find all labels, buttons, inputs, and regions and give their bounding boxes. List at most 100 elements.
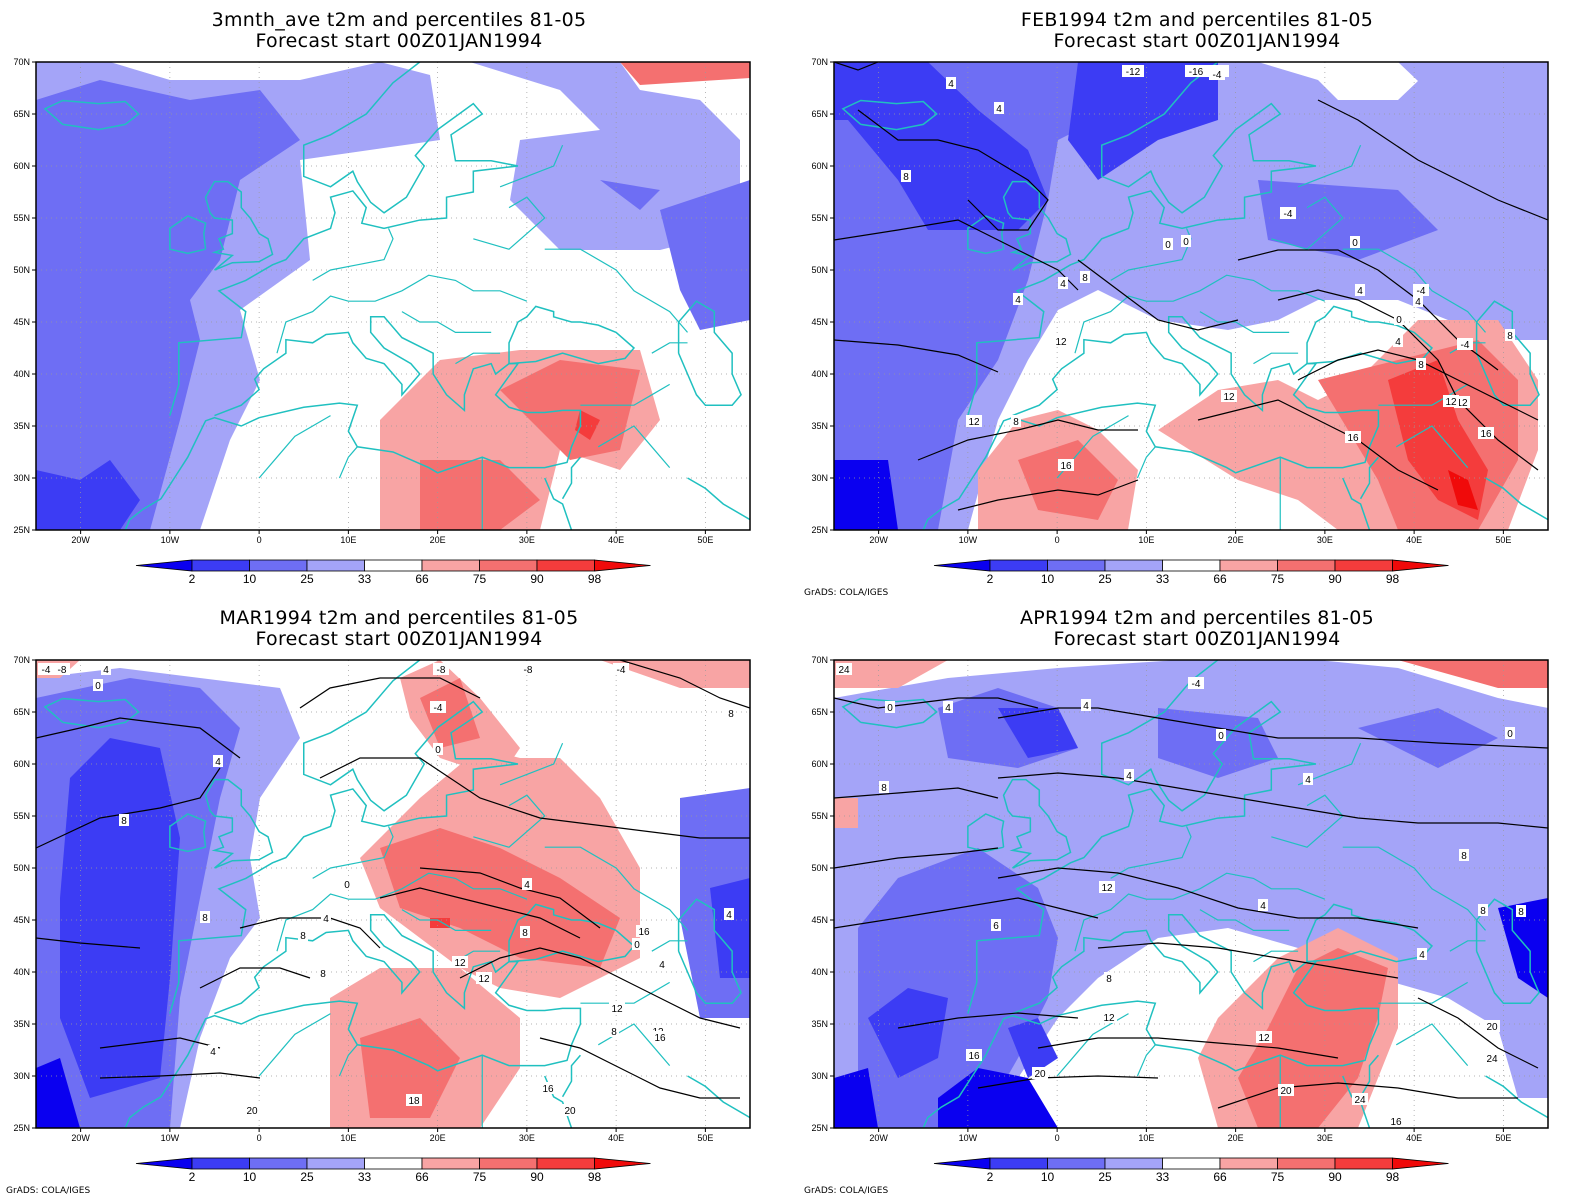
country-border <box>1297 144 1362 188</box>
contour-label: 20 <box>564 1106 576 1117</box>
contour-label-box <box>433 743 443 755</box>
map-border <box>833 61 1549 531</box>
contour-label-box <box>1181 235 1191 247</box>
coastline <box>967 62 1317 416</box>
colorbar-cell <box>364 1157 423 1170</box>
contour-label: -4 <box>1284 209 1293 220</box>
contour-label: 0 <box>1507 729 1513 740</box>
grads-credit: GrADS: COLA/IGES <box>804 1186 889 1196</box>
country-border <box>1378 383 1468 406</box>
contour-label: 12 <box>611 1004 623 1015</box>
country-border <box>1271 196 1344 250</box>
contour-label-box <box>430 701 446 713</box>
colorbar-cell <box>1104 559 1163 572</box>
lat-label: 50N <box>13 265 30 275</box>
contour-line <box>99 1037 221 1049</box>
country-border <box>338 1044 358 1077</box>
country-border <box>338 446 358 479</box>
percentile-region <box>1358 708 1498 768</box>
coastline <box>43 697 140 729</box>
percentile-region <box>1018 440 1118 520</box>
contour-label: 4 <box>1305 775 1311 786</box>
grads-credit: GrADS: COLA/IGES <box>6 1186 91 1196</box>
contour-label-box <box>609 1025 619 1037</box>
contour-labels: -404480-44404884812612128121616121220202… <box>836 663 1526 1128</box>
contour-label-box <box>1484 1052 1500 1064</box>
country-border <box>651 342 688 354</box>
colorbar-cell <box>1104 1157 1163 1170</box>
contour-label-box <box>1459 849 1469 861</box>
lat-label: 25N <box>13 525 30 535</box>
country-border <box>1342 248 1486 333</box>
coastlines <box>841 62 1548 530</box>
lat-label: 25N <box>811 1123 828 1133</box>
colorbar-cell <box>1277 1157 1336 1170</box>
lat-label: 40N <box>811 369 828 379</box>
contour-label-box <box>1122 65 1144 77</box>
contour-label-box <box>476 972 492 984</box>
percentile-region <box>660 180 750 330</box>
contour-line <box>1197 399 1439 491</box>
country-border <box>580 383 670 406</box>
lon-label: 20W <box>869 535 888 545</box>
coastline <box>967 660 1317 1014</box>
contour-line <box>1217 1082 1518 1109</box>
contour-label: -12 <box>1126 67 1141 78</box>
country-border <box>1110 826 1192 879</box>
contour-label: 16 <box>1480 429 1492 440</box>
lat-label: 30N <box>13 473 30 483</box>
percentile-region <box>36 460 140 530</box>
contour-label: -4 <box>617 665 626 676</box>
contour-label: 6 <box>993 921 999 932</box>
contour-label-box <box>724 908 734 920</box>
contour-label: 0 <box>344 880 350 891</box>
coastline <box>43 99 140 131</box>
contour-label: 12 <box>454 958 466 969</box>
contour-label: 8 <box>202 913 208 924</box>
colorbar-label: 98 <box>588 572 602 586</box>
contour-line <box>319 757 750 839</box>
contour-label: 12 <box>1456 398 1468 409</box>
coastline <box>677 300 742 406</box>
lon-label: 10E <box>1138 1133 1154 1143</box>
lat-label: 65N <box>13 707 30 717</box>
coastline <box>204 180 274 271</box>
contour-label-box <box>520 926 530 938</box>
contour-line <box>99 1072 261 1079</box>
panel-title: MAR1994 t2m and percentiles 81-05 <box>219 607 579 629</box>
country-border <box>312 228 394 281</box>
panel-title: FEB1994 t2m and percentiles 81-05 <box>1020 9 1374 31</box>
contour-label-box <box>1058 459 1074 471</box>
contour-label-box <box>1505 329 1515 341</box>
contour-label: 12 <box>968 417 980 428</box>
contour-label-box <box>726 707 736 719</box>
panel-subtitle: Forecast start 00Z01JAN1994 <box>1053 628 1341 650</box>
contour-label: 12 <box>1103 1013 1115 1024</box>
colorbar-cell <box>1162 559 1221 572</box>
coastline <box>1485 477 1548 521</box>
contour-label-box <box>1345 431 1361 443</box>
contour-line <box>379 887 581 939</box>
contour-label: 8 <box>1461 851 1467 862</box>
contour-label-box <box>1099 881 1115 893</box>
percentile-region <box>868 988 948 1078</box>
contour-label-box <box>1278 1084 1294 1096</box>
percentile-region <box>620 62 750 85</box>
contour-label: 16 <box>654 1033 666 1044</box>
lon-label: 0 <box>1055 1133 1060 1143</box>
colorbar: 2 10 25 33 66 75 90 98 <box>933 559 1449 586</box>
contour-label-box <box>1053 335 1069 347</box>
lon-label: 50E <box>1495 1133 1511 1143</box>
contour-label: 0 <box>1183 237 1189 248</box>
lon-label: 0 <box>1055 535 1060 545</box>
contour-label: 16 <box>638 927 650 938</box>
lat-label: 45N <box>811 317 828 327</box>
country-border <box>580 981 670 1004</box>
country-border <box>499 144 564 188</box>
colorbar-label: 10 <box>243 1170 257 1184</box>
contour-label-box <box>1394 313 1404 325</box>
contour-label-box <box>632 938 642 950</box>
contour-label-box <box>836 663 852 675</box>
lon-label: 20E <box>1228 1133 1244 1143</box>
colorbar: 2 10 25 33 66 75 90 98 <box>933 1157 1449 1184</box>
